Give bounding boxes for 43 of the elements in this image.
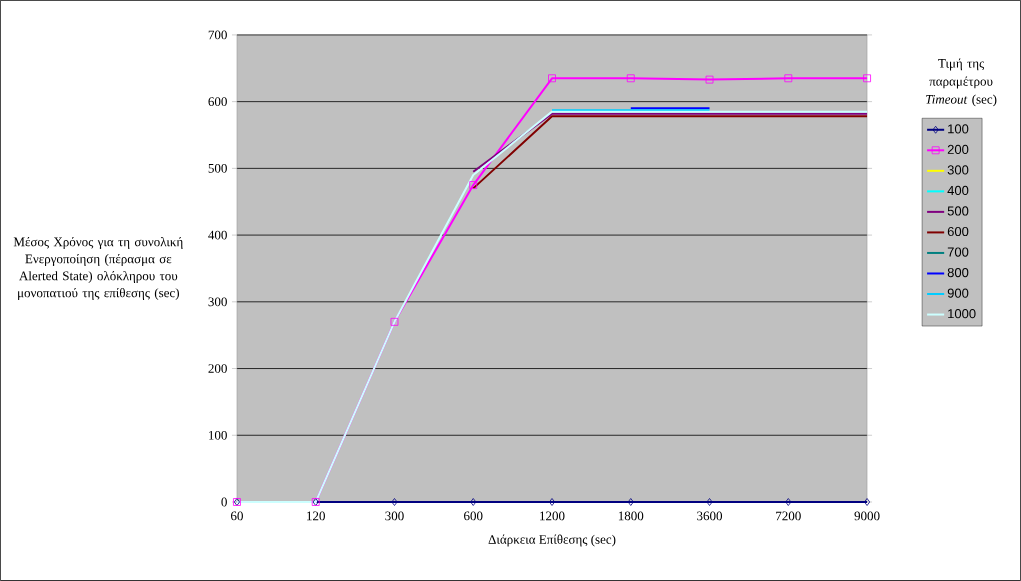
y-tick-label: 500 (208, 164, 227, 173)
point (627, 498, 634, 506)
y-tick-label: 300 (208, 297, 227, 307)
x-axis-title: Διάρκεια Επίθεσης (sec) (488, 534, 616, 547)
y-tick-label: 700 (208, 30, 227, 40)
legend-title: Τιμή της παραμέτρου Timeout (sec) (926, 58, 997, 107)
point (864, 498, 871, 506)
point (863, 74, 871, 83)
y-tick-label: 0 (221, 497, 227, 507)
legend-label: 600 (947, 226, 969, 237)
point (785, 498, 792, 506)
point (705, 75, 714, 84)
y-tick-label: 100 (209, 430, 227, 440)
legend-label: 1000 (948, 309, 976, 319)
x-tick-label: 60 (231, 511, 243, 521)
point (469, 181, 478, 189)
legend-label: 700 (947, 247, 969, 257)
point (784, 74, 793, 83)
point (548, 74, 556, 83)
legend-label: 500 (947, 206, 969, 216)
point (470, 498, 477, 506)
x-tick-label: 1200 (540, 511, 565, 521)
y-tick-label: 200 (208, 364, 227, 373)
x-tick-label: 120 (307, 511, 325, 521)
y-tick-label: 600 (208, 97, 227, 107)
legend-label: 900 (947, 288, 969, 298)
point (390, 317, 399, 326)
point (391, 498, 398, 506)
x-tick-label: 9000 (854, 511, 880, 521)
x-tick-label: 300 (385, 511, 404, 521)
legend-label: 100 (948, 124, 969, 134)
legend-label: 800 (947, 268, 969, 278)
legend-label: 400 (947, 185, 969, 196)
legend-label: 200 (947, 144, 969, 155)
x-tick-label: 1800 (618, 511, 644, 521)
x-tick-label: 7200 (776, 511, 801, 521)
y-axis-title: Μέσος Χρόνος για τη συνολική Ενεργοποίηση (πέρασμα σε Alerted State) ολόκληρου του μονοπατιού της επίθεσης (sec) (13, 237, 183, 300)
point (706, 498, 713, 506)
y-tick-label: 400 (208, 230, 227, 240)
point (626, 74, 635, 83)
x-tick-label: 3600 (697, 511, 723, 521)
x-tick-label: 600 (464, 511, 483, 521)
legend-label: 300 (947, 165, 969, 175)
